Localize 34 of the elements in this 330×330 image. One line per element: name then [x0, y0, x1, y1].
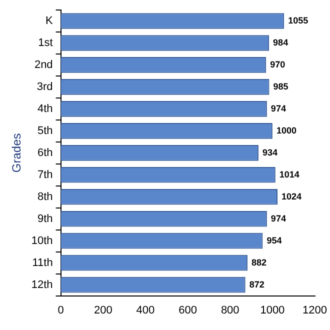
y-axis-title: Grades — [10, 133, 24, 173]
y-tick-label: 8th — [38, 190, 53, 203]
y-tick-label: 4th — [38, 102, 53, 115]
y-tick-label: 7th — [38, 168, 53, 181]
y-tick-label: 10th — [31, 234, 53, 247]
data-label: 1000 — [276, 125, 296, 136]
data-label: 872 — [249, 279, 264, 290]
data-label: 984 — [273, 37, 288, 48]
y-tick-label: 3rd — [36, 80, 53, 93]
x-tick-label: 600 — [178, 304, 197, 316]
data-label: 1014 — [279, 169, 300, 180]
data-label: 974 — [270, 213, 286, 224]
data-label: 970 — [270, 59, 286, 70]
y-tick-label: 2nd — [34, 58, 53, 71]
y-tick-label: 12th — [31, 278, 53, 291]
data-label: 974 — [270, 103, 286, 114]
y-tick-label: 6th — [38, 146, 53, 159]
y-tick-label: K — [45, 15, 54, 28]
x-tick-label: 800 — [220, 304, 240, 316]
data-label: 1055 — [288, 15, 308, 26]
x-tick-label: 1200 — [302, 304, 328, 316]
y-tick-label: 11th — [32, 256, 53, 269]
y-tick-label: 9th — [38, 212, 53, 225]
data-label: 954 — [266, 235, 282, 246]
y-tick-label: 5th — [38, 124, 53, 137]
y-tick-label: 1st — [38, 37, 53, 50]
data-label: 985 — [273, 81, 288, 92]
data-label: 1024 — [282, 191, 302, 202]
x-tick-label: 0 — [58, 304, 64, 316]
x-tick-label: 200 — [94, 304, 112, 316]
x-tick-label: 400 — [136, 304, 155, 316]
x-tick-label: 1000 — [260, 304, 285, 316]
data-label: 934 — [262, 147, 278, 158]
data-label: 882 — [251, 257, 266, 268]
